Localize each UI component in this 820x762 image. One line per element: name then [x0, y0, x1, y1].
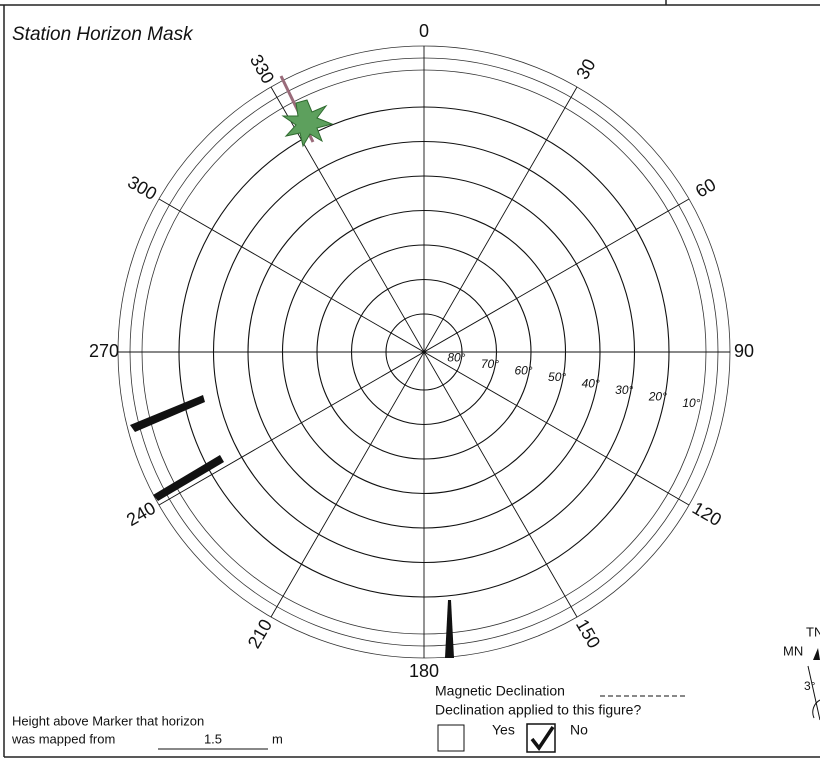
bearing-label: 30	[572, 55, 599, 82]
bearing-label: 90	[734, 341, 754, 361]
elevation-label: 30°	[615, 383, 633, 397]
declination-label: Magnetic Declination	[435, 683, 565, 699]
bearing-label: 60	[692, 174, 719, 201]
height-note-line2: was mapped from	[11, 731, 115, 746]
compass-line	[807, 665, 820, 721]
obstruction-wedge	[153, 455, 224, 501]
bearing-label: 270	[89, 341, 119, 361]
bearing-label: 240	[123, 498, 159, 530]
compass-arc	[812, 699, 820, 719]
obstruction-wedge	[445, 600, 454, 658]
compass-mn: MN	[783, 643, 803, 658]
elevation-label: 70°	[481, 357, 499, 371]
elevation-label: 20°	[648, 390, 667, 404]
bearing-label: 120	[689, 498, 725, 530]
elevation-label: 60°	[514, 364, 532, 378]
yes-checkbox[interactable]	[437, 724, 465, 752]
polar-grid: 0 30 60 90 120 150 180 210 240 270 300 330 80° 70° 60°…	[89, 21, 754, 681]
height-value: 1.5	[204, 731, 222, 746]
elevation-label: 80°	[447, 350, 465, 364]
bearing-label: 300	[124, 172, 160, 204]
bearing-label: 330	[246, 51, 278, 87]
checkmark	[530, 726, 555, 751]
bearing-label: 210	[244, 616, 276, 652]
compass-arrow	[813, 648, 820, 660]
obstruction-wedge	[130, 395, 205, 432]
height-note-line1: Height above Marker that horizon	[12, 713, 204, 728]
elevation-label: 10°	[682, 396, 700, 410]
height-unit: m	[272, 731, 283, 746]
compass-angle: 3°	[804, 679, 816, 693]
obstructions	[130, 75, 454, 658]
no-label: No	[570, 722, 588, 738]
compass: TN MN 3°	[783, 624, 820, 721]
declination-question: Declination applied to this figure?	[435, 702, 641, 718]
spoke	[270, 86, 578, 618]
bearing-label: 180	[409, 661, 439, 681]
elevation-label: 50°	[548, 370, 566, 384]
bearing-label: 150	[572, 616, 604, 652]
tree	[281, 99, 334, 148]
yes-label: Yes	[492, 722, 515, 738]
compass-tn: TN	[806, 624, 820, 639]
bearing-label: 0	[419, 21, 429, 41]
title: Station Horizon Mask	[12, 24, 194, 45]
elevation-label: 40°	[582, 377, 600, 391]
